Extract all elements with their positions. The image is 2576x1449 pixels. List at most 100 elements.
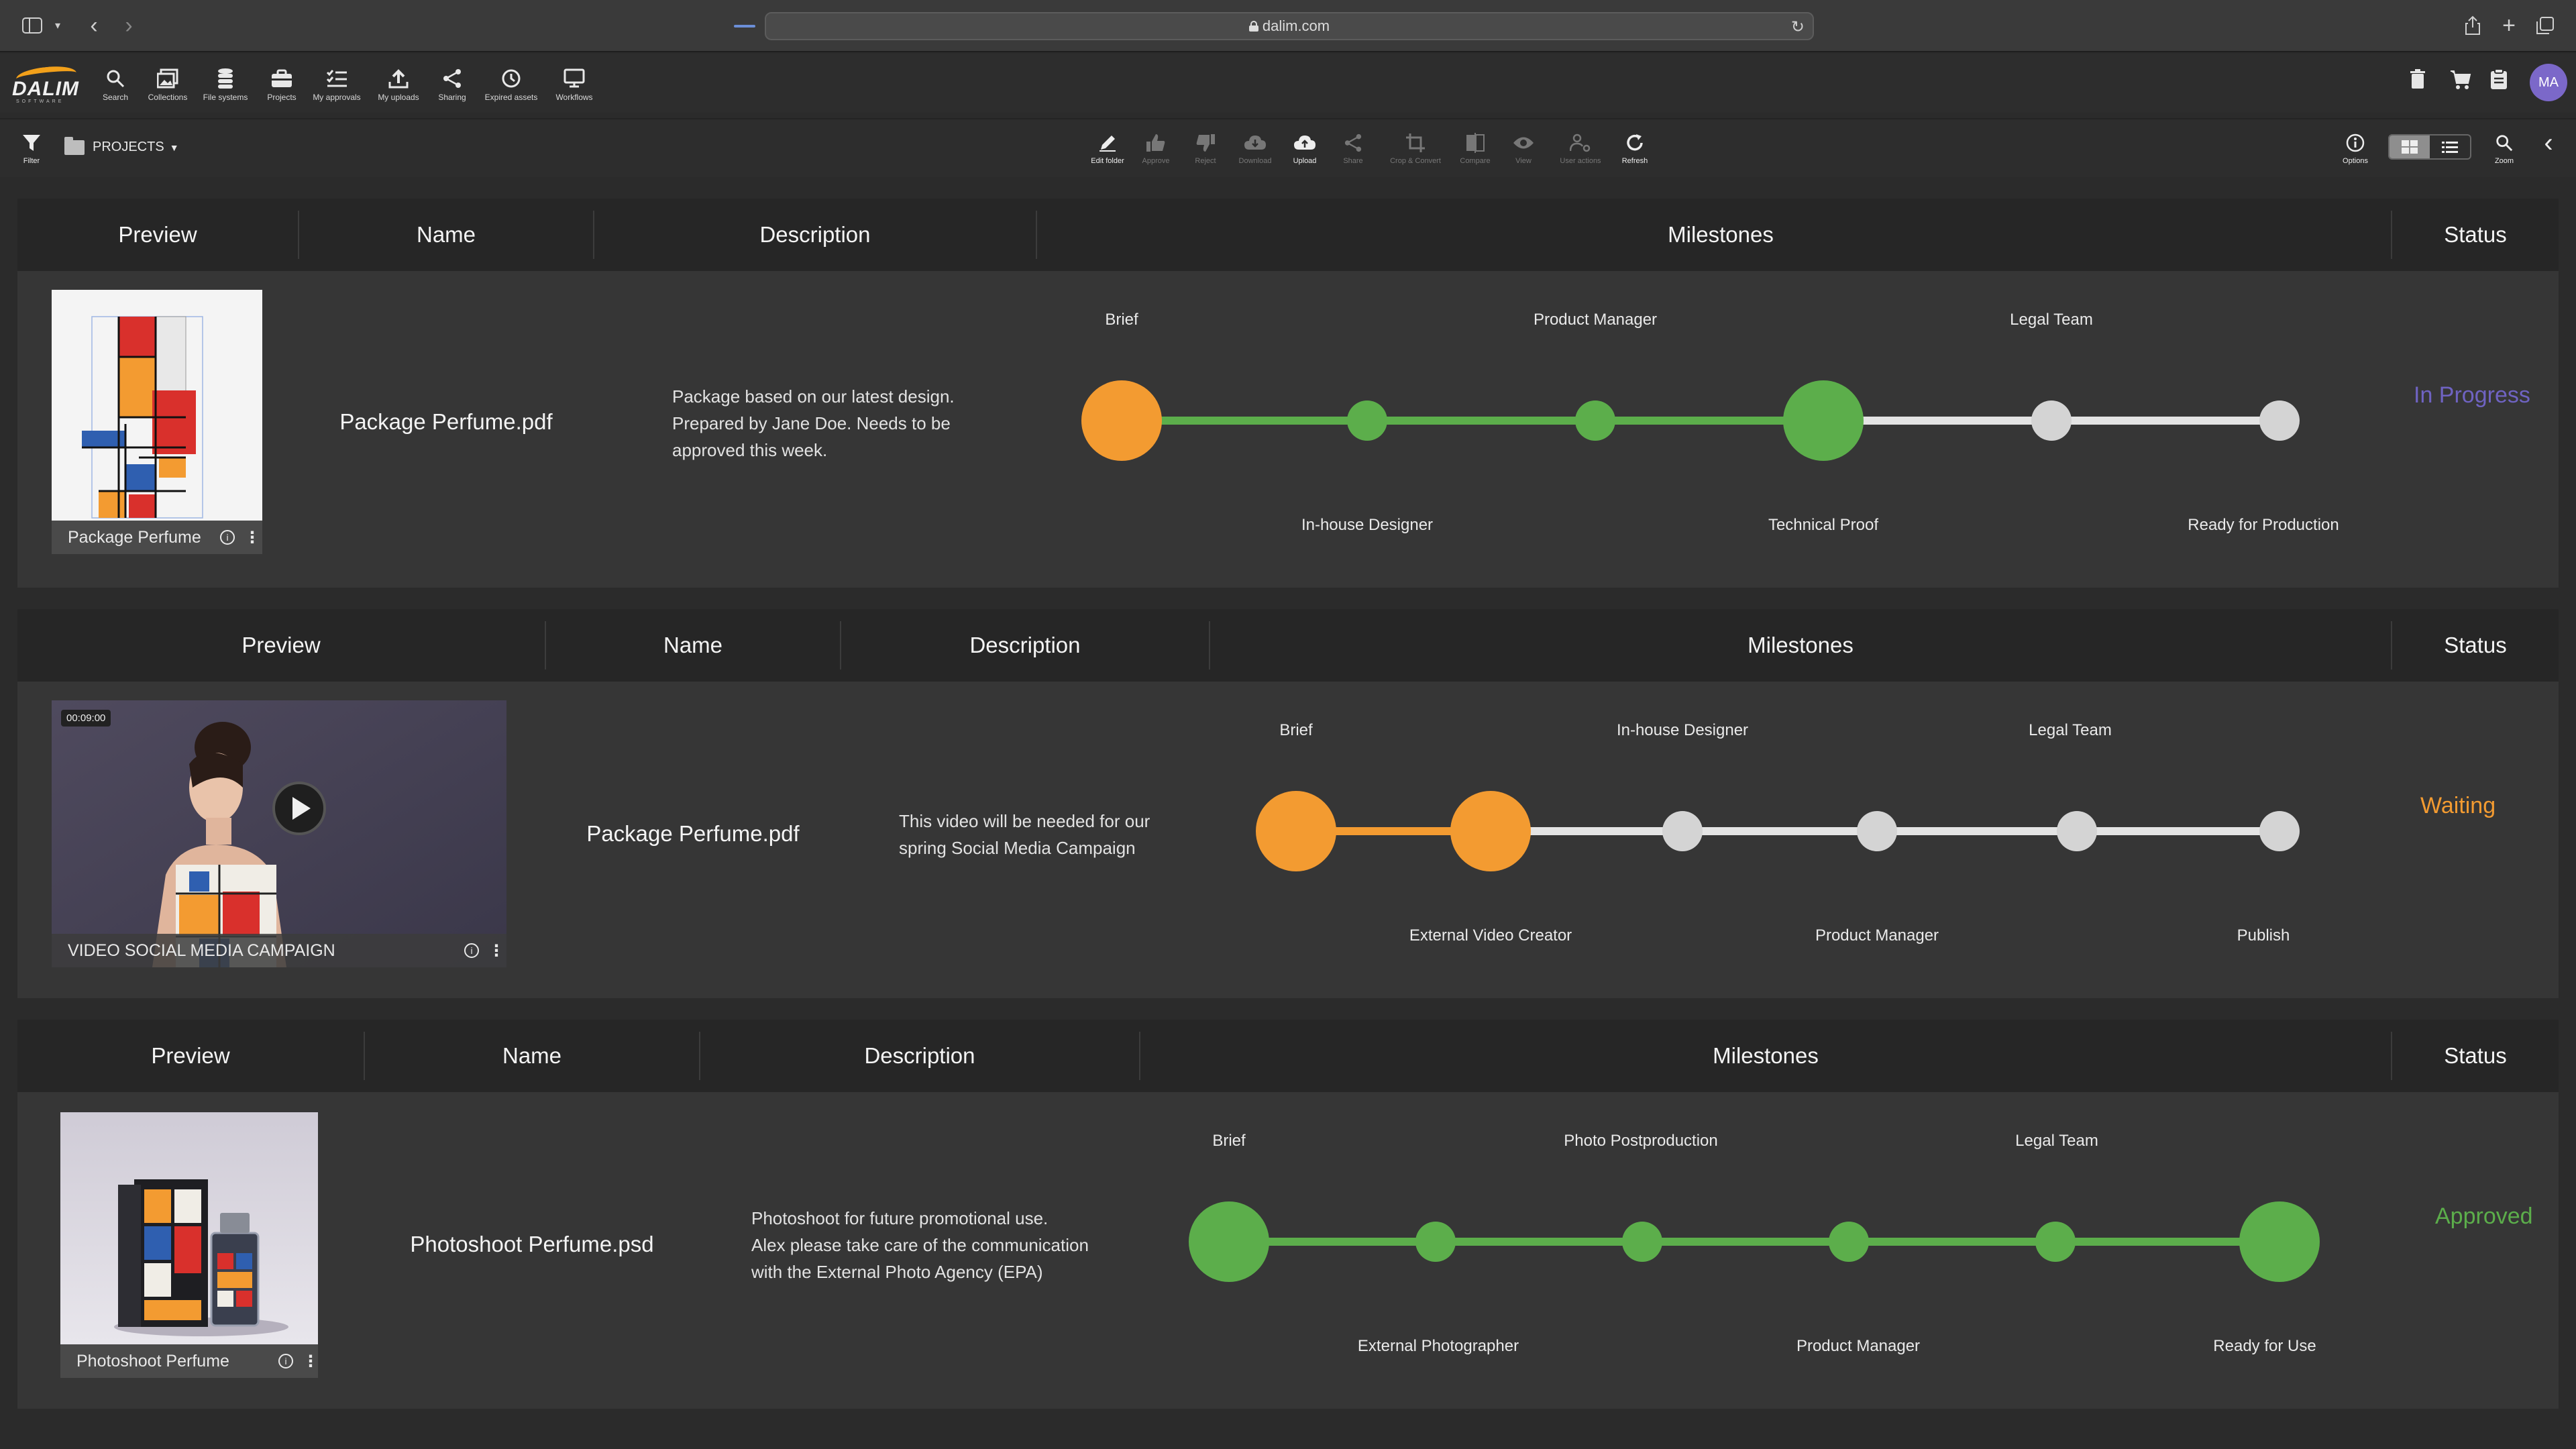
milestone-node-pending[interactable] <box>2031 400 2072 441</box>
address-bar[interactable]: dalim.com ↻ <box>765 12 1814 40</box>
milestone-connector <box>1296 827 1491 835</box>
milestone-node-current[interactable] <box>2239 1201 2320 1282</box>
nav-label: Projects <box>267 93 297 102</box>
reject-button[interactable]: Reject <box>1181 131 1230 165</box>
forward-icon[interactable]: › <box>125 12 133 38</box>
share-button[interactable]: Share <box>1328 131 1378 165</box>
nav-sharing[interactable]: Sharing <box>424 67 480 102</box>
chevron-down-icon[interactable]: ▾ <box>54 20 61 32</box>
nav-collections[interactable]: Collections <box>140 67 196 102</box>
crop-convert-button[interactable]: Crop & Convert <box>1389 131 1442 165</box>
preview-thumbnail[interactable]: Package Perfume i ⋮ <box>52 290 262 554</box>
more-icon[interactable]: ⋮ <box>244 528 260 547</box>
more-icon[interactable]: ⋮ <box>488 941 504 960</box>
grid-view-icon[interactable] <box>2390 136 2430 158</box>
share-sheet-icon[interactable] <box>2461 12 2485 39</box>
package-dieline-image <box>52 290 262 521</box>
options-button[interactable]: Options <box>2330 131 2380 165</box>
download-button[interactable]: Download <box>1230 131 1280 165</box>
share-label: Share <box>1343 157 1363 165</box>
collections-icon <box>140 67 196 90</box>
list-view-icon[interactable] <box>2430 136 2470 158</box>
status-header: Status <box>2444 1043 2507 1068</box>
zoom-label: Zoom <box>2494 157 2514 165</box>
milestone-node-current[interactable] <box>1256 791 1336 871</box>
clipboard-icon[interactable] <box>2490 68 2508 95</box>
refresh-button[interactable]: Refresh <box>1610 131 1660 165</box>
nav-workflows[interactable]: Workflows <box>546 67 602 102</box>
file-name[interactable]: Photoshoot Perfume.psd <box>410 1232 654 1256</box>
milestone-label: In-house Designer <box>1616 721 1749 739</box>
milestone-node-pending[interactable] <box>1662 811 1703 851</box>
status-badge: Waiting <box>2420 793 2496 818</box>
info-icon[interactable]: i <box>220 530 235 545</box>
milestone-node-done[interactable] <box>2035 1222 2076 1262</box>
file-name[interactable]: Package Perfume.pdf <box>339 409 553 434</box>
approve-button[interactable]: Approve <box>1131 131 1181 165</box>
milestone-node-pending[interactable] <box>2259 811 2300 851</box>
milestone-node-done[interactable] <box>1347 400 1387 441</box>
dalim-logo[interactable]: DALIM SOFTWARE <box>9 63 83 104</box>
project-card-video[interactable]: Preview Name Description Milestones Stat… <box>17 609 2559 998</box>
preview-thumbnail[interactable]: Photoshoot Perfume i ⋮ <box>60 1112 318 1378</box>
milestone-node-current[interactable] <box>1189 1201 1269 1282</box>
breadcrumb[interactable]: PROJECTS ▼ <box>64 136 179 155</box>
nav-file-systems[interactable]: File systems <box>197 67 254 102</box>
milestone-connector <box>1877 827 2077 835</box>
upload-icon <box>370 67 427 90</box>
milestone-node-pending[interactable] <box>1857 811 1897 851</box>
column-divider <box>593 211 594 259</box>
info-icon[interactable]: i <box>278 1354 293 1368</box>
reload-icon[interactable]: ↻ <box>1790 18 1805 36</box>
collapse-panel-button[interactable]: ‹ <box>2525 129 2572 156</box>
more-icon[interactable]: ⋮ <box>303 1352 318 1371</box>
trash-icon[interactable] <box>2410 68 2426 95</box>
milestone-label: Brief <box>1212 1132 1246 1150</box>
milestone-node-current[interactable] <box>1081 380 1162 461</box>
milestone-node-done[interactable] <box>1415 1222 1456 1262</box>
nav-search[interactable]: Search <box>87 67 144 102</box>
checklist-icon <box>309 67 365 90</box>
column-divider <box>2391 211 2392 259</box>
milestone-node-current[interactable] <box>1450 791 1531 871</box>
milestone-connector <box>1849 1238 2055 1246</box>
milestone-node-pending[interactable] <box>2057 811 2097 851</box>
milestone-node-done[interactable] <box>1622 1222 1662 1262</box>
view-button[interactable]: View <box>1499 131 1548 165</box>
info-icon[interactable]: i <box>464 943 479 958</box>
sidebar-toggle-icon[interactable] <box>20 12 44 39</box>
new-tab-icon[interactable]: + <box>2502 12 2516 38</box>
avatar[interactable]: MA <box>2530 64 2567 101</box>
cart-icon[interactable] <box>2450 68 2471 95</box>
user-actions-button[interactable]: User actions <box>1554 131 1607 165</box>
upload-button[interactable]: Upload <box>1280 131 1330 165</box>
project-card-package[interactable]: Preview Name Description Milestones Stat… <box>17 199 2559 588</box>
milestone-node-pending[interactable] <box>2259 400 2300 441</box>
tab-overview-icon[interactable] <box>2534 12 2556 39</box>
nav-projects[interactable]: Projects <box>254 67 310 102</box>
view-mode-toggle[interactable] <box>2388 134 2471 160</box>
milestone-label: Ready for Use <box>2213 1337 2316 1355</box>
milestone-connector <box>1595 417 1823 425</box>
zoom-button[interactable]: Zoom <box>2479 131 2529 165</box>
milestone-label: Brief <box>1279 721 1313 739</box>
name-header: Name <box>502 1043 562 1068</box>
file-name[interactable]: Package Perfume.pdf <box>586 821 800 846</box>
nav-expired-assets[interactable]: Expired assets <box>483 67 539 102</box>
description-line: Alex please take care of the communicati… <box>751 1235 1089 1255</box>
share-icon <box>424 67 480 90</box>
filter-button[interactable]: Filter <box>7 131 56 165</box>
thumbnail-caption-bar: Package Perfume i ⋮ <box>52 521 262 554</box>
card-header: Preview Name Description Milestones Stat… <box>17 1020 2559 1092</box>
milestone-node-current[interactable] <box>1783 380 1864 461</box>
nav-my-approvals[interactable]: My approvals <box>309 67 365 102</box>
back-icon[interactable]: ‹ <box>90 12 98 38</box>
column-divider <box>298 211 299 259</box>
edit-folder-button[interactable]: Edit folder <box>1083 131 1132 165</box>
compare-button[interactable]: Compare <box>1450 131 1500 165</box>
project-card-photoshoot[interactable]: Preview Name Description Milestones Stat… <box>17 1020 2559 1409</box>
video-thumbnail[interactable]: 00:09:00 VIDEO SOCIAL MEDIA CAMPAIGN i ⋮ <box>52 700 506 967</box>
nav-my-uploads[interactable]: My uploads <box>370 67 427 102</box>
milestone-node-done[interactable] <box>1829 1222 1869 1262</box>
milestone-node-done[interactable] <box>1575 400 1615 441</box>
